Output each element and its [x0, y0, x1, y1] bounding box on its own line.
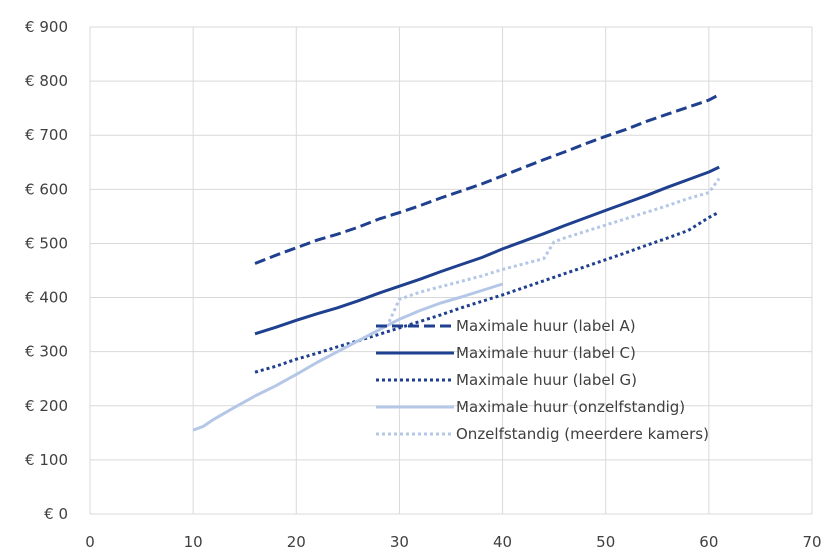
y-tick-label: € 500: [25, 234, 68, 252]
x-tick-label: 60: [699, 533, 718, 551]
x-tick-label: 30: [390, 533, 409, 551]
y-tick-label: € 800: [25, 72, 68, 90]
series-line-2: [254, 165, 720, 336]
chart-grid: [89, 26, 813, 515]
y-tick-label: € 200: [25, 397, 68, 415]
y-tick-label: € 700: [25, 126, 68, 144]
series-line-3: [254, 210, 720, 374]
legend-label-1: Maximale huur (label A): [456, 317, 636, 335]
x-tick-label: 40: [493, 533, 512, 551]
series-line-1: [254, 93, 720, 265]
y-tick-label: € 600: [25, 180, 68, 198]
x-tick-label: 10: [184, 533, 203, 551]
y-tick-label: € 0: [44, 505, 68, 523]
x-axis-tick-labels: 0 10 20 30 40 50 60 70: [85, 533, 821, 551]
series-line-4: [192, 282, 504, 432]
chart-legend: Maximale huur (label A) Maximale huur (la…: [376, 317, 709, 443]
y-tick-label: € 100: [25, 451, 68, 469]
x-tick-label: 70: [802, 533, 821, 551]
x-tick-label: 0: [85, 533, 95, 551]
y-axis-tick-labels: € 0 € 100 € 200 € 300 € 400 € 500 € 600 € 700 € …: [25, 18, 68, 523]
series-line-5: [387, 177, 721, 323]
x-tick-label: 50: [596, 533, 615, 551]
legend-label-3: Maximale huur (label G): [456, 371, 637, 389]
legend-label-5: Onzelfstandig (meerdere kamers): [456, 425, 709, 443]
chart-series-lines: [192, 93, 721, 432]
x-tick-label: 20: [287, 533, 306, 551]
y-tick-label: € 400: [25, 289, 68, 307]
legend-label-2: Maximale huur (label C): [456, 344, 636, 362]
legend-label-4: Maximale huur (onzelfstandig): [456, 398, 685, 416]
y-tick-label: € 900: [25, 18, 68, 36]
y-tick-label: € 300: [25, 343, 68, 361]
